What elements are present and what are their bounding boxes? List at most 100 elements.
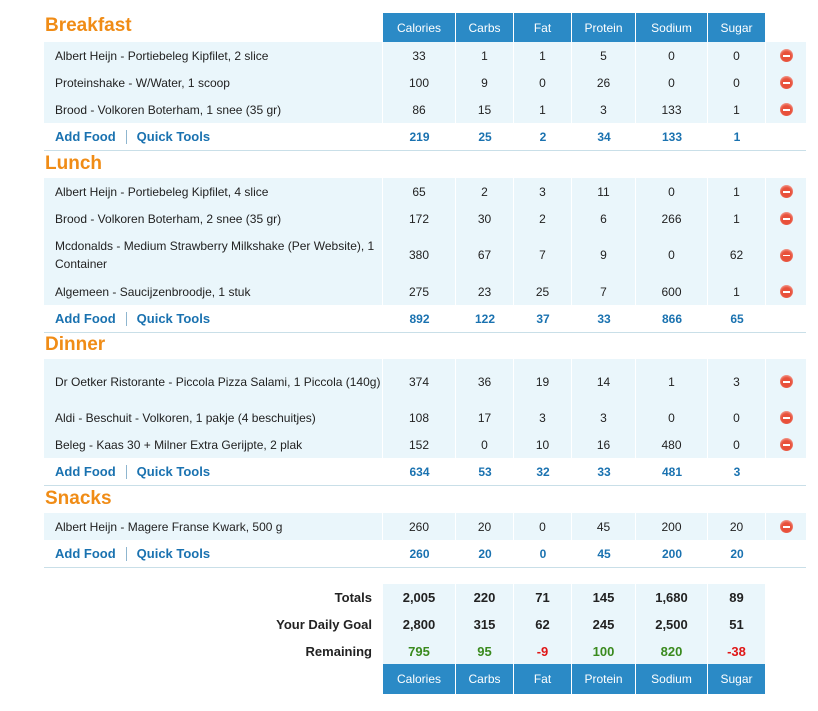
food-name[interactable]: Dr Oetker Ristorante - Piccola Pizza Sal… bbox=[44, 359, 383, 404]
remove-icon[interactable] bbox=[779, 248, 793, 262]
remove-icon[interactable] bbox=[779, 185, 793, 198]
remove-icon[interactable] bbox=[779, 411, 793, 424]
food-name[interactable]: Albert Heijn - Portiebeleg Kipfilet, 2 s… bbox=[44, 42, 383, 69]
food-protein-value: 9 bbox=[572, 232, 636, 278]
food-fat-value: 1 bbox=[514, 42, 572, 69]
top-header-carbs: Carbs bbox=[456, 13, 514, 43]
food-name[interactable]: Mcdonalds - Medium Strawberry Milkshake … bbox=[44, 232, 383, 278]
daily-goal-sodium: 2,500 bbox=[636, 611, 708, 638]
remaining-label: Remaining bbox=[305, 644, 372, 659]
add-food-link[interactable]: Add Food bbox=[55, 463, 116, 479]
food-sodium-value: 0 bbox=[636, 69, 708, 96]
food-entry-row: Mcdonalds - Medium Strawberry Milkshake … bbox=[44, 232, 806, 279]
food-protein-value: 45 bbox=[572, 513, 636, 540]
food-fat-value: 2 bbox=[514, 205, 572, 232]
food-name[interactable]: Algemeen - Saucijzenbroodje, 1 stuk bbox=[44, 278, 383, 305]
food-protein-value: 5 bbox=[572, 42, 636, 69]
bottom-header: Calories Carbs Fat Protein Sodium Sugar bbox=[383, 664, 766, 694]
food-carbs-value: 20 bbox=[456, 513, 514, 540]
remaining-calories: 795 bbox=[383, 638, 456, 665]
add-food-link[interactable]: Add Food bbox=[55, 128, 116, 144]
quick-tools-link[interactable]: Quick Tools bbox=[136, 310, 211, 326]
remove-icon[interactable] bbox=[779, 285, 793, 298]
food-sodium-value: 266 bbox=[636, 205, 708, 232]
food-sodium-value: 0 bbox=[636, 178, 708, 205]
food-entry-row: Brood - Volkoren Boterham, 2 snee (35 gr… bbox=[44, 205, 806, 233]
breakfast-actions: Add Food Quick Tools bbox=[44, 123, 383, 150]
food-carbs-value: 17 bbox=[456, 404, 514, 431]
lunch-total-sodium: 866 bbox=[636, 305, 708, 332]
remove-icon[interactable] bbox=[779, 438, 793, 451]
food-calories-value: 33 bbox=[383, 42, 456, 69]
quick-tools-link[interactable]: Quick Tools bbox=[136, 463, 211, 479]
delete-cell bbox=[766, 431, 806, 458]
food-calories-value: 374 bbox=[383, 359, 456, 404]
remaining-carbs: 95 bbox=[456, 638, 514, 665]
food-carbs-value: 67 bbox=[456, 232, 514, 278]
remove-icon[interactable] bbox=[779, 103, 793, 116]
food-carbs-value: 2 bbox=[456, 178, 514, 205]
food-carbs-value: 9 bbox=[456, 69, 514, 96]
remove-icon[interactable] bbox=[779, 49, 793, 62]
delete-cell bbox=[766, 69, 806, 96]
food-name[interactable]: Albert Heijn - Portiebeleg Kipfilet, 4 s… bbox=[44, 178, 383, 205]
food-protein-value: 14 bbox=[572, 359, 636, 404]
food-entry-row: Algemeen - Saucijzenbroodje, 1 stuk 275 23… bbox=[44, 278, 806, 306]
totals-protein: 145 bbox=[572, 584, 636, 611]
food-name[interactable]: Aldi - Beschuit - Volkoren, 1 pakje (4 b… bbox=[44, 404, 383, 431]
food-name[interactable]: Brood - Volkoren Boterham, 1 snee (35 gr… bbox=[44, 96, 383, 123]
food-carbs-value: 0 bbox=[456, 431, 514, 458]
food-carbs-value: 1 bbox=[456, 42, 514, 69]
snacks-actions: Add Food Quick Tools bbox=[44, 540, 383, 567]
add-food-link[interactable]: Add Food bbox=[55, 545, 116, 561]
daily-goal-calories: 2,800 bbox=[383, 611, 456, 638]
food-protein-value: 26 bbox=[572, 69, 636, 96]
food-sugar-value: 62 bbox=[708, 232, 766, 278]
snacks-total-carbs: 20 bbox=[456, 540, 514, 567]
delete-cell bbox=[766, 513, 806, 540]
food-sugar-value: 3 bbox=[708, 359, 766, 404]
dinner-total-protein: 33 bbox=[572, 458, 636, 485]
dinner-total-carbs: 53 bbox=[456, 458, 514, 485]
quick-tools-link[interactable]: Quick Tools bbox=[136, 128, 211, 144]
remove-icon[interactable] bbox=[779, 212, 793, 225]
food-calories-value: 380 bbox=[383, 232, 456, 278]
lunch-total-fat: 37 bbox=[514, 305, 572, 332]
lunch-total-calories: 892 bbox=[383, 305, 456, 332]
totals-label: Totals bbox=[334, 590, 372, 605]
food-calories-value: 100 bbox=[383, 69, 456, 96]
quick-tools-link[interactable]: Quick Tools bbox=[136, 545, 211, 561]
delete-cell bbox=[766, 178, 806, 205]
lunch-total-sugar: 65 bbox=[708, 305, 766, 332]
food-name[interactable]: Beleg - Kaas 30 + Milner Extra Gerijpte,… bbox=[44, 431, 383, 458]
snacks-total-sodium: 200 bbox=[636, 540, 708, 567]
remove-icon[interactable] bbox=[779, 375, 793, 388]
daily-goal-sugar: 51 bbox=[708, 611, 766, 638]
delete-cell bbox=[766, 42, 806, 69]
food-calories-value: 172 bbox=[383, 205, 456, 232]
food-name[interactable]: Brood - Volkoren Boterham, 2 snee (35 gr… bbox=[44, 205, 383, 232]
food-sodium-value: 600 bbox=[636, 278, 708, 305]
totals-carbs: 220 bbox=[456, 584, 514, 611]
food-carbs-value: 36 bbox=[456, 359, 514, 404]
food-entry-row: Proteinshake - W/Water, 1 scoop 100 9 0 26 0 0 bbox=[44, 69, 806, 97]
food-sugar-value: 0 bbox=[708, 42, 766, 69]
remove-icon[interactable] bbox=[779, 520, 793, 533]
food-sugar-value: 0 bbox=[708, 69, 766, 96]
totals-sugar: 89 bbox=[708, 584, 766, 611]
lunch-actions: Add Food Quick Tools bbox=[44, 305, 383, 332]
link-divider bbox=[125, 129, 127, 144]
delete-cell bbox=[766, 404, 806, 431]
breakfast-total-sodium: 133 bbox=[636, 123, 708, 150]
bottom-header-calories: Calories bbox=[383, 664, 456, 694]
bottom-header-sugar: Sugar bbox=[708, 664, 766, 694]
food-entry-row: Albert Heijn - Portiebeleg Kipfilet, 2 s… bbox=[44, 42, 806, 70]
food-sodium-value: 200 bbox=[636, 513, 708, 540]
delete-cell bbox=[766, 232, 806, 278]
food-name[interactable]: Albert Heijn - Magere Franse Kwark, 500 … bbox=[44, 513, 383, 540]
remove-icon[interactable] bbox=[779, 76, 793, 89]
add-food-link[interactable]: Add Food bbox=[55, 310, 116, 326]
food-name[interactable]: Proteinshake - W/Water, 1 scoop bbox=[44, 69, 383, 96]
delete-cell bbox=[766, 96, 806, 123]
top-header-fat: Fat bbox=[514, 13, 572, 43]
